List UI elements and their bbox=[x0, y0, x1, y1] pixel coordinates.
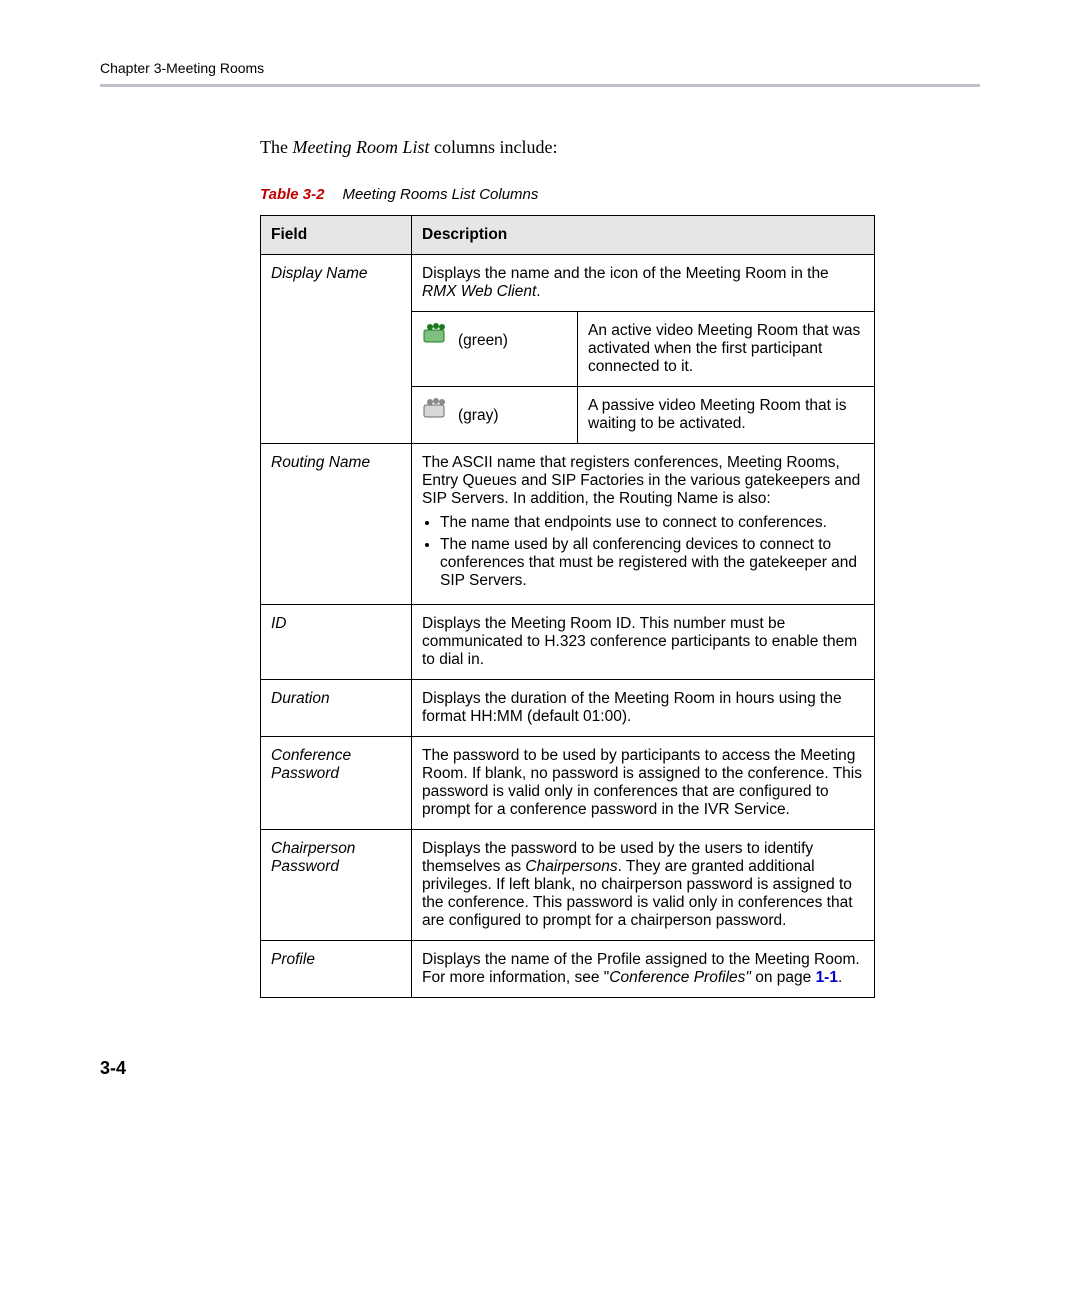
page-number: 3-4 bbox=[100, 1058, 980, 1079]
intro-italic: Meeting Room List bbox=[292, 137, 429, 157]
desc-id: Displays the Meeting Room ID. This numbe… bbox=[412, 605, 875, 680]
profile-italic: Conference Profiles" bbox=[609, 969, 751, 986]
row-routing-name: Routing Name The ASCII name that registe… bbox=[261, 444, 875, 605]
routing-bullet-2: The name used by all conferencing device… bbox=[440, 536, 864, 590]
desc-display-name: Displays the name and the icon of the Me… bbox=[412, 255, 875, 312]
table-header-row: Field Description bbox=[261, 216, 875, 255]
chapter-header: Chapter 3-Meeting Rooms bbox=[100, 60, 980, 76]
field-duration: Duration bbox=[261, 680, 412, 737]
th-description: Description bbox=[412, 216, 875, 255]
profile-after: on page bbox=[751, 969, 816, 986]
meeting-room-green-icon bbox=[422, 322, 450, 346]
routing-name-intro: The ASCII name that registers conference… bbox=[422, 454, 860, 507]
icon-green-label: (green) bbox=[458, 332, 508, 350]
content-block: The Meeting Room List columns include: T… bbox=[260, 137, 980, 998]
intro-prefix: The bbox=[260, 137, 292, 157]
row-id: ID Displays the Meeting Room ID. This nu… bbox=[261, 605, 875, 680]
desc-conference-password: The password to be used by participants … bbox=[412, 737, 875, 830]
meeting-rooms-table: Field Description Display Name Displays … bbox=[260, 215, 875, 998]
desc-chairperson-password: Displays the password to be used by the … bbox=[412, 830, 875, 941]
desc-profile: Displays the name of the Profile assigne… bbox=[412, 941, 875, 998]
page-container: Chapter 3-Meeting Rooms The Meeting Room… bbox=[0, 0, 1080, 1139]
desc-display-name-italic: RMX Web Client bbox=[422, 283, 536, 300]
desc-icon-green: An active video Meeting Room that was ac… bbox=[578, 312, 875, 387]
field-chairperson-password: Chairperson Password bbox=[261, 830, 412, 941]
profile-end: . bbox=[838, 969, 842, 986]
desc-display-name-suffix: . bbox=[536, 283, 540, 300]
chairperson-italic: Chairpersons bbox=[525, 858, 617, 875]
field-routing-name: Routing Name bbox=[261, 444, 412, 605]
desc-icon-gray: A passive video Meeting Room that is wai… bbox=[578, 387, 875, 444]
row-display-name: Display Name Displays the name and the i… bbox=[261, 255, 875, 312]
table-caption: Table 3-2 Meeting Rooms List Columns bbox=[260, 186, 980, 203]
field-display-name: Display Name bbox=[261, 255, 412, 444]
th-field: Field bbox=[261, 216, 412, 255]
header-divider bbox=[100, 84, 980, 87]
cell-icon-gray: (gray) bbox=[412, 387, 578, 444]
row-profile: Profile Displays the name of the Profile… bbox=[261, 941, 875, 998]
field-conference-password: Conference Password bbox=[261, 737, 412, 830]
desc-routing-name: The ASCII name that registers conference… bbox=[412, 444, 875, 605]
cell-icon-green: (green) bbox=[412, 312, 578, 387]
table-title: Meeting Rooms List Columns bbox=[342, 186, 538, 203]
meeting-room-gray-icon bbox=[422, 397, 450, 421]
table-number: Table 3-2 bbox=[260, 186, 324, 203]
desc-duration: Displays the duration of the Meeting Roo… bbox=[412, 680, 875, 737]
row-duration: Duration Displays the duration of the Me… bbox=[261, 680, 875, 737]
row-conference-password: Conference Password The password to be u… bbox=[261, 737, 875, 830]
field-id: ID bbox=[261, 605, 412, 680]
routing-bullet-1: The name that endpoints use to connect t… bbox=[440, 514, 864, 532]
field-profile: Profile bbox=[261, 941, 412, 998]
routing-name-bullets: The name that endpoints use to connect t… bbox=[422, 514, 864, 590]
row-chairperson-password: Chairperson Password Displays the passwo… bbox=[261, 830, 875, 941]
intro-suffix: columns include: bbox=[429, 137, 557, 157]
desc-display-name-prefix: Displays the name and the icon of the Me… bbox=[422, 265, 829, 282]
intro-text: The Meeting Room List columns include: bbox=[260, 137, 980, 158]
icon-gray-label: (gray) bbox=[458, 407, 498, 425]
profile-page-ref[interactable]: 1-1 bbox=[816, 969, 838, 986]
